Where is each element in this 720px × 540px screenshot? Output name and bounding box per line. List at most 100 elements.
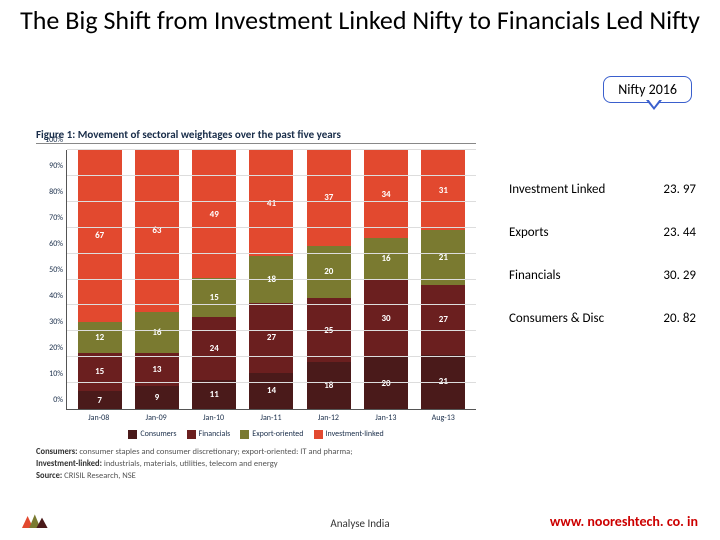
bar-segment-consumers: 18: [307, 362, 351, 409]
bar-segment-export: 20: [307, 246, 351, 298]
y-tick: 0%: [53, 395, 63, 405]
row-value: 20. 82: [663, 311, 696, 326]
footer-left: [18, 508, 50, 532]
x-tick: Jan-11: [249, 413, 293, 423]
footer-right-url: www. nooreshtech. co. in: [550, 513, 698, 530]
bar-segment-consumers: 14: [249, 373, 293, 409]
legend-swatch: [187, 430, 196, 439]
bar-segment-consumers: 11: [192, 380, 236, 409]
bar-segment-export: 16: [135, 312, 179, 353]
plot-area: 7151267913166311241549142718411825203720…: [66, 150, 476, 410]
figure-caption: Figure 1: Movement of sectoral weightage…: [36, 128, 476, 141]
legend-item: Investment-linked: [314, 429, 384, 439]
bar-segment-invest: 49: [192, 150, 236, 278]
bar-segment-export: 15: [192, 278, 236, 317]
row-label: Investment Linked: [509, 182, 624, 197]
bar-segment-invest: 34: [364, 150, 408, 238]
row-label: Consumers & Disc: [509, 311, 624, 326]
gridline: [67, 201, 476, 202]
legend-label: Export-oriented: [252, 429, 303, 439]
table-row: Consumers & Disc 20. 82: [505, 297, 700, 340]
bar-segment-financials: 24: [192, 317, 236, 380]
gridline: [67, 227, 476, 228]
gridline: [67, 356, 476, 357]
bar-segment-financials: 27: [249, 303, 293, 373]
gridline: [67, 175, 476, 176]
note-text: industrials, materials, utilities, telec…: [102, 459, 278, 469]
bar-segment-consumers: 7: [78, 391, 122, 409]
slide-title: The Big Shift from Investment Linked Nif…: [0, 0, 720, 38]
bar-segment-financials: 30: [364, 280, 408, 358]
y-tick: 30%: [49, 317, 63, 327]
gridline: [67, 304, 476, 305]
x-tick: Jan-13: [364, 413, 408, 423]
note-label: Investment-linked:: [36, 459, 102, 469]
y-tick: 100%: [45, 135, 63, 145]
stacked-bar-chart: 0%10%20%30%40%50%60%70%80%90%100% 715126…: [36, 150, 476, 410]
y-tick: 50%: [49, 265, 63, 275]
footer-center: Analyse India: [330, 517, 389, 530]
legend-item: Financials: [187, 429, 231, 439]
bar-segment-export: 16: [364, 238, 408, 279]
x-tick: Jan-10: [192, 413, 236, 423]
bar: 7151267: [78, 150, 122, 409]
y-tick: 40%: [49, 291, 63, 301]
legend-swatch: [128, 430, 137, 439]
legend-item: Export-oriented: [240, 429, 303, 439]
bar: 18252037: [307, 150, 351, 409]
row-value: 30. 29: [663, 268, 696, 283]
figure-container: Figure 1: Movement of sectoral weightage…: [36, 128, 476, 483]
figure-rule: [36, 143, 476, 144]
note-text: consumer staples and consumer discretion…: [77, 447, 352, 457]
x-tick: Jan-08: [77, 413, 121, 423]
bar-segment-export: 12: [78, 322, 122, 353]
table-row: Financials30. 29: [505, 254, 700, 297]
analyse-india-logo-icon: [18, 508, 50, 532]
x-tick: Aug-13: [421, 413, 465, 423]
y-tick: 70%: [49, 213, 63, 223]
gridline: [67, 279, 476, 280]
row-value: 23. 44: [663, 225, 696, 240]
source-text: CRISIL Research, NSE: [62, 471, 136, 481]
bar: 9131663: [135, 150, 179, 409]
summary-table: Investment Linked 23. 97 Exports 23. 44 Fina…: [505, 168, 700, 340]
table-row: Exports 23. 44: [505, 211, 700, 254]
figure-notes: Consumers: consumer staples and consumer…: [36, 447, 476, 483]
bar: 14271841: [249, 150, 293, 409]
legend-swatch: [240, 430, 249, 439]
gridline: [67, 382, 476, 383]
gridline: [67, 149, 476, 150]
bar-segment-export: 21: [421, 230, 465, 284]
source-label: Source:: [36, 471, 62, 481]
chart-legend: Consumers Financials Export-oriented Invest…: [36, 429, 476, 439]
gridline: [67, 330, 476, 331]
table-row: Investment Linked 23. 97: [505, 168, 700, 211]
x-tick: Jan-09: [134, 413, 178, 423]
bar-segment-financials: 15: [78, 353, 122, 391]
bar: 11241549: [192, 150, 236, 409]
row-label: Exports: [509, 225, 624, 240]
bar-segment-financials: 27: [421, 285, 465, 355]
bar: 20301634: [364, 150, 408, 409]
legend-swatch: [314, 430, 323, 439]
legend-label: Consumers: [140, 429, 176, 439]
x-axis: Jan-08Jan-09Jan-10Jan-11Jan-12Jan-13Aug-…: [36, 413, 476, 423]
gridline: [67, 253, 476, 254]
bar: 21272131: [421, 150, 465, 409]
bar-segment-consumers: 9: [135, 386, 179, 409]
bar-segment-financials: 13: [135, 353, 179, 386]
bar-segment-invest: 41: [249, 150, 293, 256]
legend-label: Investment-linked: [326, 429, 384, 439]
bar-segment-invest: 31: [421, 150, 465, 230]
y-tick: 20%: [49, 343, 63, 353]
y-tick: 60%: [49, 239, 63, 249]
bar-segment-export: 18: [249, 256, 293, 303]
legend-label: Financials: [199, 429, 231, 439]
legend-item: Consumers: [128, 429, 176, 439]
callout-tail: [646, 100, 662, 110]
y-axis: 0%10%20%30%40%50%60%70%80%90%100%: [36, 150, 66, 410]
bar-segment-invest: 37: [307, 150, 351, 246]
bars-group: 7151267913166311241549142718411825203720…: [67, 150, 476, 409]
y-tick: 10%: [49, 369, 63, 379]
row-value: 23. 97: [663, 182, 696, 197]
